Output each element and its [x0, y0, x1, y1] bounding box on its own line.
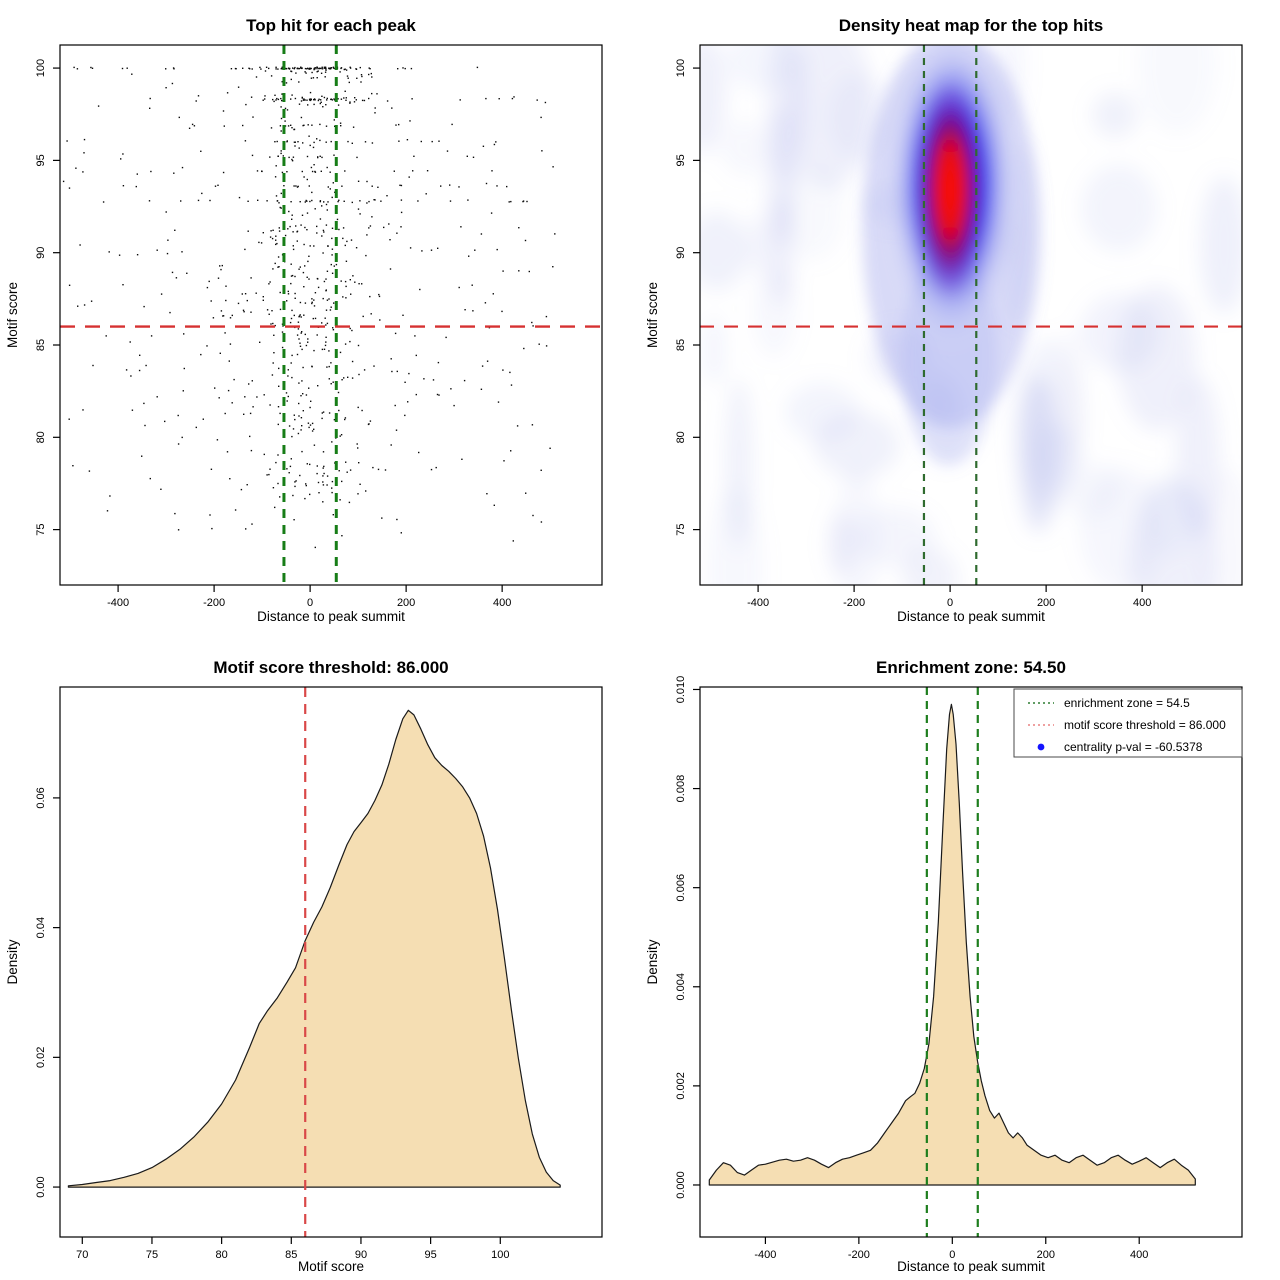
y-axis-label: Motif score: [645, 282, 660, 348]
x-tick-label: 80: [215, 1249, 227, 1261]
plot-box: [59, 686, 603, 1238]
heatmap-hotspot: [862, 45, 1040, 465]
x-axis-label: Motif score: [298, 1259, 364, 1274]
y-axis-label: Motif score: [5, 282, 20, 348]
y-tick-label: 90: [675, 247, 687, 259]
legend-label: centrality p-val = -60.5378: [1064, 740, 1203, 754]
heatmap-plot-svg: Density heat map for the top hits Distan…: [645, 16, 1243, 624]
y-axis-label: Density: [645, 939, 660, 984]
legend: enrichment zone = 54.5 motif score thresh…: [1013, 688, 1243, 758]
y-tick-label: 95: [675, 154, 687, 166]
x-tick-label: -400: [107, 597, 129, 609]
x-tick-label: 75: [146, 1249, 158, 1261]
x-tick-label: 90: [355, 1249, 367, 1261]
heatmap-plot-area: -400 -200 0 200 400 75 80 85 90 95 100: [675, 44, 1243, 609]
plot-box: [699, 44, 1243, 586]
panel-score-density: Motif score threshold: 86.000 Motif scor…: [0, 640, 640, 1280]
density-curve: [708, 703, 1196, 1186]
scatter-plot-svg: Top hit for each peak Distance to peak s…: [5, 16, 603, 624]
x-axis-label: Distance to peak summit: [897, 609, 1045, 624]
y-tick-label: 95: [35, 154, 47, 166]
y-tick-label: 85: [35, 339, 47, 351]
panel-distance-density: Enrichment zone: 54.50 Distance to peak …: [640, 640, 1280, 1280]
panel-title: Top hit for each peak: [246, 16, 416, 35]
scatter-points: [62, 66, 556, 549]
density-curve: [67, 709, 561, 1188]
y-tick-label: 90: [35, 247, 47, 259]
y-tick-label: 85: [675, 339, 687, 351]
y-tick-label: 0.06: [35, 787, 47, 808]
x-tick-label: -400: [747, 597, 769, 609]
panel-scatter: Top hit for each peak Distance to peak s…: [0, 0, 640, 640]
x-tick-label: -200: [848, 1249, 870, 1261]
x-tick-label: 0: [947, 597, 953, 609]
x-tick-label: 200: [1037, 1249, 1055, 1261]
y-axis-label: Density: [5, 939, 20, 984]
legend-label: motif score threshold = 86.000: [1064, 718, 1226, 732]
plot-box: [59, 44, 603, 586]
distance-density-svg: Enrichment zone: 54.50 Distance to peak …: [645, 658, 1243, 1274]
y-tick-label: 75: [675, 523, 687, 535]
y-tick-label: 0.010: [675, 676, 687, 704]
y-tick-label: 100: [35, 59, 47, 77]
plot-box: [699, 686, 1243, 1238]
panel-title: Motif score threshold: 86.000: [213, 658, 448, 677]
score-density-svg: Motif score threshold: 86.000 Motif scor…: [5, 658, 603, 1274]
y-tick-label: 0.000: [675, 1171, 687, 1199]
x-tick-label: 70: [76, 1249, 88, 1261]
y-tick-label: 0.008: [675, 775, 687, 803]
y-tick-label: 0.00: [35, 1176, 47, 1197]
y-tick-label: 0.02: [35, 1047, 47, 1068]
panel-heatmap: Density heat map for the top hits Distan…: [640, 0, 1280, 640]
y-tick-label: 80: [675, 431, 687, 443]
x-tick-label: 100: [491, 1249, 509, 1261]
x-axis-label: Distance to peak summit: [897, 1259, 1045, 1274]
y-tick-label: 80: [35, 431, 47, 443]
legend-box: [1013, 688, 1243, 758]
x-tick-label: 200: [1037, 597, 1055, 609]
x-tick-label: 400: [493, 597, 511, 609]
distance-density-plot-area: -400 -200 0 200 400 0.000 0.002 0.004 0.006 0.008…: [675, 676, 1243, 1261]
x-tick-label: 0: [949, 1249, 955, 1261]
y-tick-label: 100: [675, 59, 687, 77]
x-tick-label: 85: [285, 1249, 297, 1261]
panel-title: Density heat map for the top hits: [839, 16, 1103, 35]
y-tick-label: 75: [35, 523, 47, 535]
y-tick-label: 0.006: [675, 874, 687, 902]
x-axis-label: Distance to peak summit: [257, 609, 405, 624]
x-tick-label: -400: [754, 1249, 776, 1261]
x-tick-label: 95: [424, 1249, 436, 1261]
scatter-plot-area: -400 -200 0 200 400 75 80 85 90 95 100: [35, 44, 603, 609]
x-tick-label: 400: [1133, 597, 1151, 609]
x-tick-label: 0: [307, 597, 313, 609]
panel-title: Enrichment zone: 54.50: [876, 658, 1066, 677]
y-tick-label: 0.002: [675, 1072, 687, 1100]
y-tick-label: 0.004: [675, 973, 687, 1001]
x-tick-label: -200: [203, 597, 225, 609]
x-tick-label: 400: [1130, 1249, 1148, 1261]
y-tick-label: 0.04: [35, 917, 47, 938]
x-tick-label: -200: [843, 597, 865, 609]
legend-swatch-centrality-point: [1037, 743, 1045, 751]
legend-label: enrichment zone = 54.5: [1064, 696, 1190, 710]
x-tick-label: 200: [397, 597, 415, 609]
heatmap-image: [700, 45, 1242, 585]
score-density-plot-area: 70 75 80 85 90 95 100 0.00 0.02 0.04 0.06: [35, 686, 603, 1261]
